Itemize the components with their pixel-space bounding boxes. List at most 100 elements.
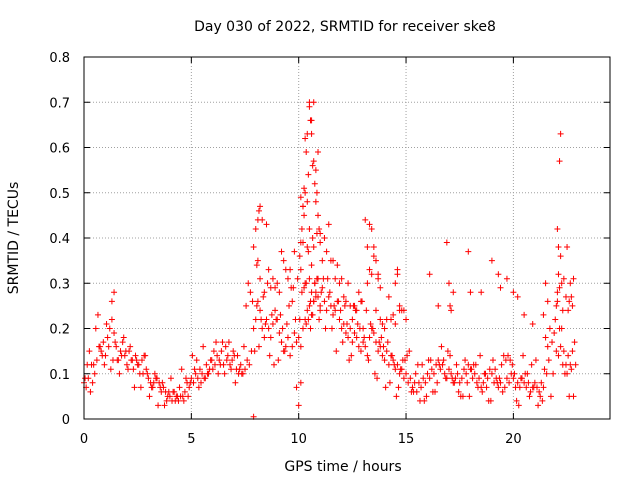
data-point bbox=[419, 361, 426, 368]
data-point bbox=[346, 357, 353, 364]
data-point bbox=[549, 339, 556, 346]
data-point bbox=[249, 298, 256, 305]
data-point bbox=[255, 343, 262, 350]
data-point bbox=[560, 275, 567, 282]
data-point bbox=[544, 298, 551, 305]
data-point bbox=[289, 298, 296, 305]
y-tick-label: 0.6 bbox=[49, 142, 70, 157]
data-point bbox=[89, 379, 96, 386]
data-point bbox=[108, 316, 115, 323]
data-point bbox=[474, 384, 481, 391]
data-point bbox=[381, 325, 388, 332]
data-point bbox=[466, 393, 473, 400]
data-point bbox=[426, 375, 433, 382]
data-point bbox=[148, 384, 155, 391]
data-point bbox=[309, 162, 316, 169]
data-point bbox=[284, 275, 291, 282]
data-point bbox=[361, 334, 368, 341]
data-point bbox=[393, 393, 400, 400]
data-point bbox=[257, 203, 264, 210]
data-point bbox=[376, 339, 383, 346]
data-point bbox=[182, 375, 189, 382]
data-point bbox=[236, 366, 243, 373]
data-point bbox=[547, 393, 554, 400]
data-point bbox=[275, 357, 282, 364]
data-point bbox=[505, 352, 512, 359]
data-point bbox=[306, 275, 313, 282]
data-point bbox=[553, 348, 560, 355]
data-point bbox=[392, 320, 399, 327]
data-point bbox=[125, 366, 132, 373]
data-point bbox=[163, 397, 170, 404]
data-point bbox=[319, 284, 326, 291]
data-point bbox=[232, 379, 239, 386]
data-point bbox=[336, 280, 343, 287]
data-point bbox=[481, 370, 488, 377]
data-point bbox=[566, 298, 573, 305]
y-tick-label: 0 bbox=[62, 413, 70, 428]
data-point bbox=[513, 397, 520, 404]
data-point bbox=[261, 334, 268, 341]
data-point bbox=[104, 334, 111, 341]
data-point bbox=[98, 348, 105, 355]
data-point bbox=[360, 339, 367, 346]
data-point bbox=[567, 280, 574, 287]
y-tick-label: 0.7 bbox=[49, 96, 70, 111]
data-point bbox=[570, 393, 577, 400]
data-point bbox=[507, 357, 514, 364]
data-point bbox=[488, 257, 495, 264]
data-point bbox=[196, 366, 203, 373]
data-point bbox=[221, 370, 228, 377]
data-point bbox=[199, 370, 206, 377]
data-point bbox=[99, 352, 106, 359]
data-point bbox=[296, 253, 303, 260]
data-point bbox=[130, 366, 137, 373]
data-point bbox=[113, 343, 120, 350]
data-point bbox=[306, 103, 313, 110]
data-point bbox=[558, 325, 565, 332]
data-point bbox=[287, 352, 294, 359]
data-point bbox=[565, 307, 572, 314]
data-point bbox=[319, 257, 326, 264]
data-point bbox=[357, 298, 364, 305]
data-point bbox=[447, 352, 454, 359]
data-point bbox=[495, 384, 502, 391]
data-point bbox=[167, 375, 174, 382]
x-tick-label: 10 bbox=[290, 432, 307, 447]
data-point bbox=[461, 366, 468, 373]
data-point bbox=[469, 375, 476, 382]
data-point bbox=[257, 307, 264, 314]
data-point bbox=[127, 343, 134, 350]
data-point bbox=[278, 339, 285, 346]
data-point bbox=[325, 221, 332, 228]
y-tick-label: 0.8 bbox=[49, 51, 70, 66]
data-point bbox=[556, 158, 563, 165]
data-point bbox=[311, 280, 318, 287]
data-point bbox=[217, 361, 224, 368]
data-point bbox=[385, 361, 392, 368]
data-point bbox=[458, 375, 465, 382]
data-point bbox=[465, 361, 472, 368]
data-point bbox=[514, 293, 521, 300]
data-point bbox=[111, 330, 118, 337]
data-point bbox=[252, 225, 259, 232]
data-point bbox=[390, 311, 397, 318]
data-point bbox=[345, 280, 352, 287]
x-tick-label: 15 bbox=[398, 432, 415, 447]
data-point bbox=[297, 266, 304, 273]
data-point bbox=[540, 311, 547, 318]
data-point bbox=[161, 402, 168, 409]
data-point bbox=[412, 370, 419, 377]
y-tick-label: 0.1 bbox=[49, 368, 70, 383]
data-point bbox=[510, 375, 517, 382]
data-point bbox=[381, 357, 388, 364]
data-point bbox=[542, 280, 549, 287]
data-point bbox=[382, 384, 389, 391]
data-point bbox=[108, 298, 115, 305]
data-point bbox=[263, 221, 270, 228]
data-point bbox=[263, 316, 270, 323]
data-point bbox=[435, 302, 442, 309]
data-point bbox=[303, 149, 310, 156]
data-point bbox=[166, 393, 173, 400]
